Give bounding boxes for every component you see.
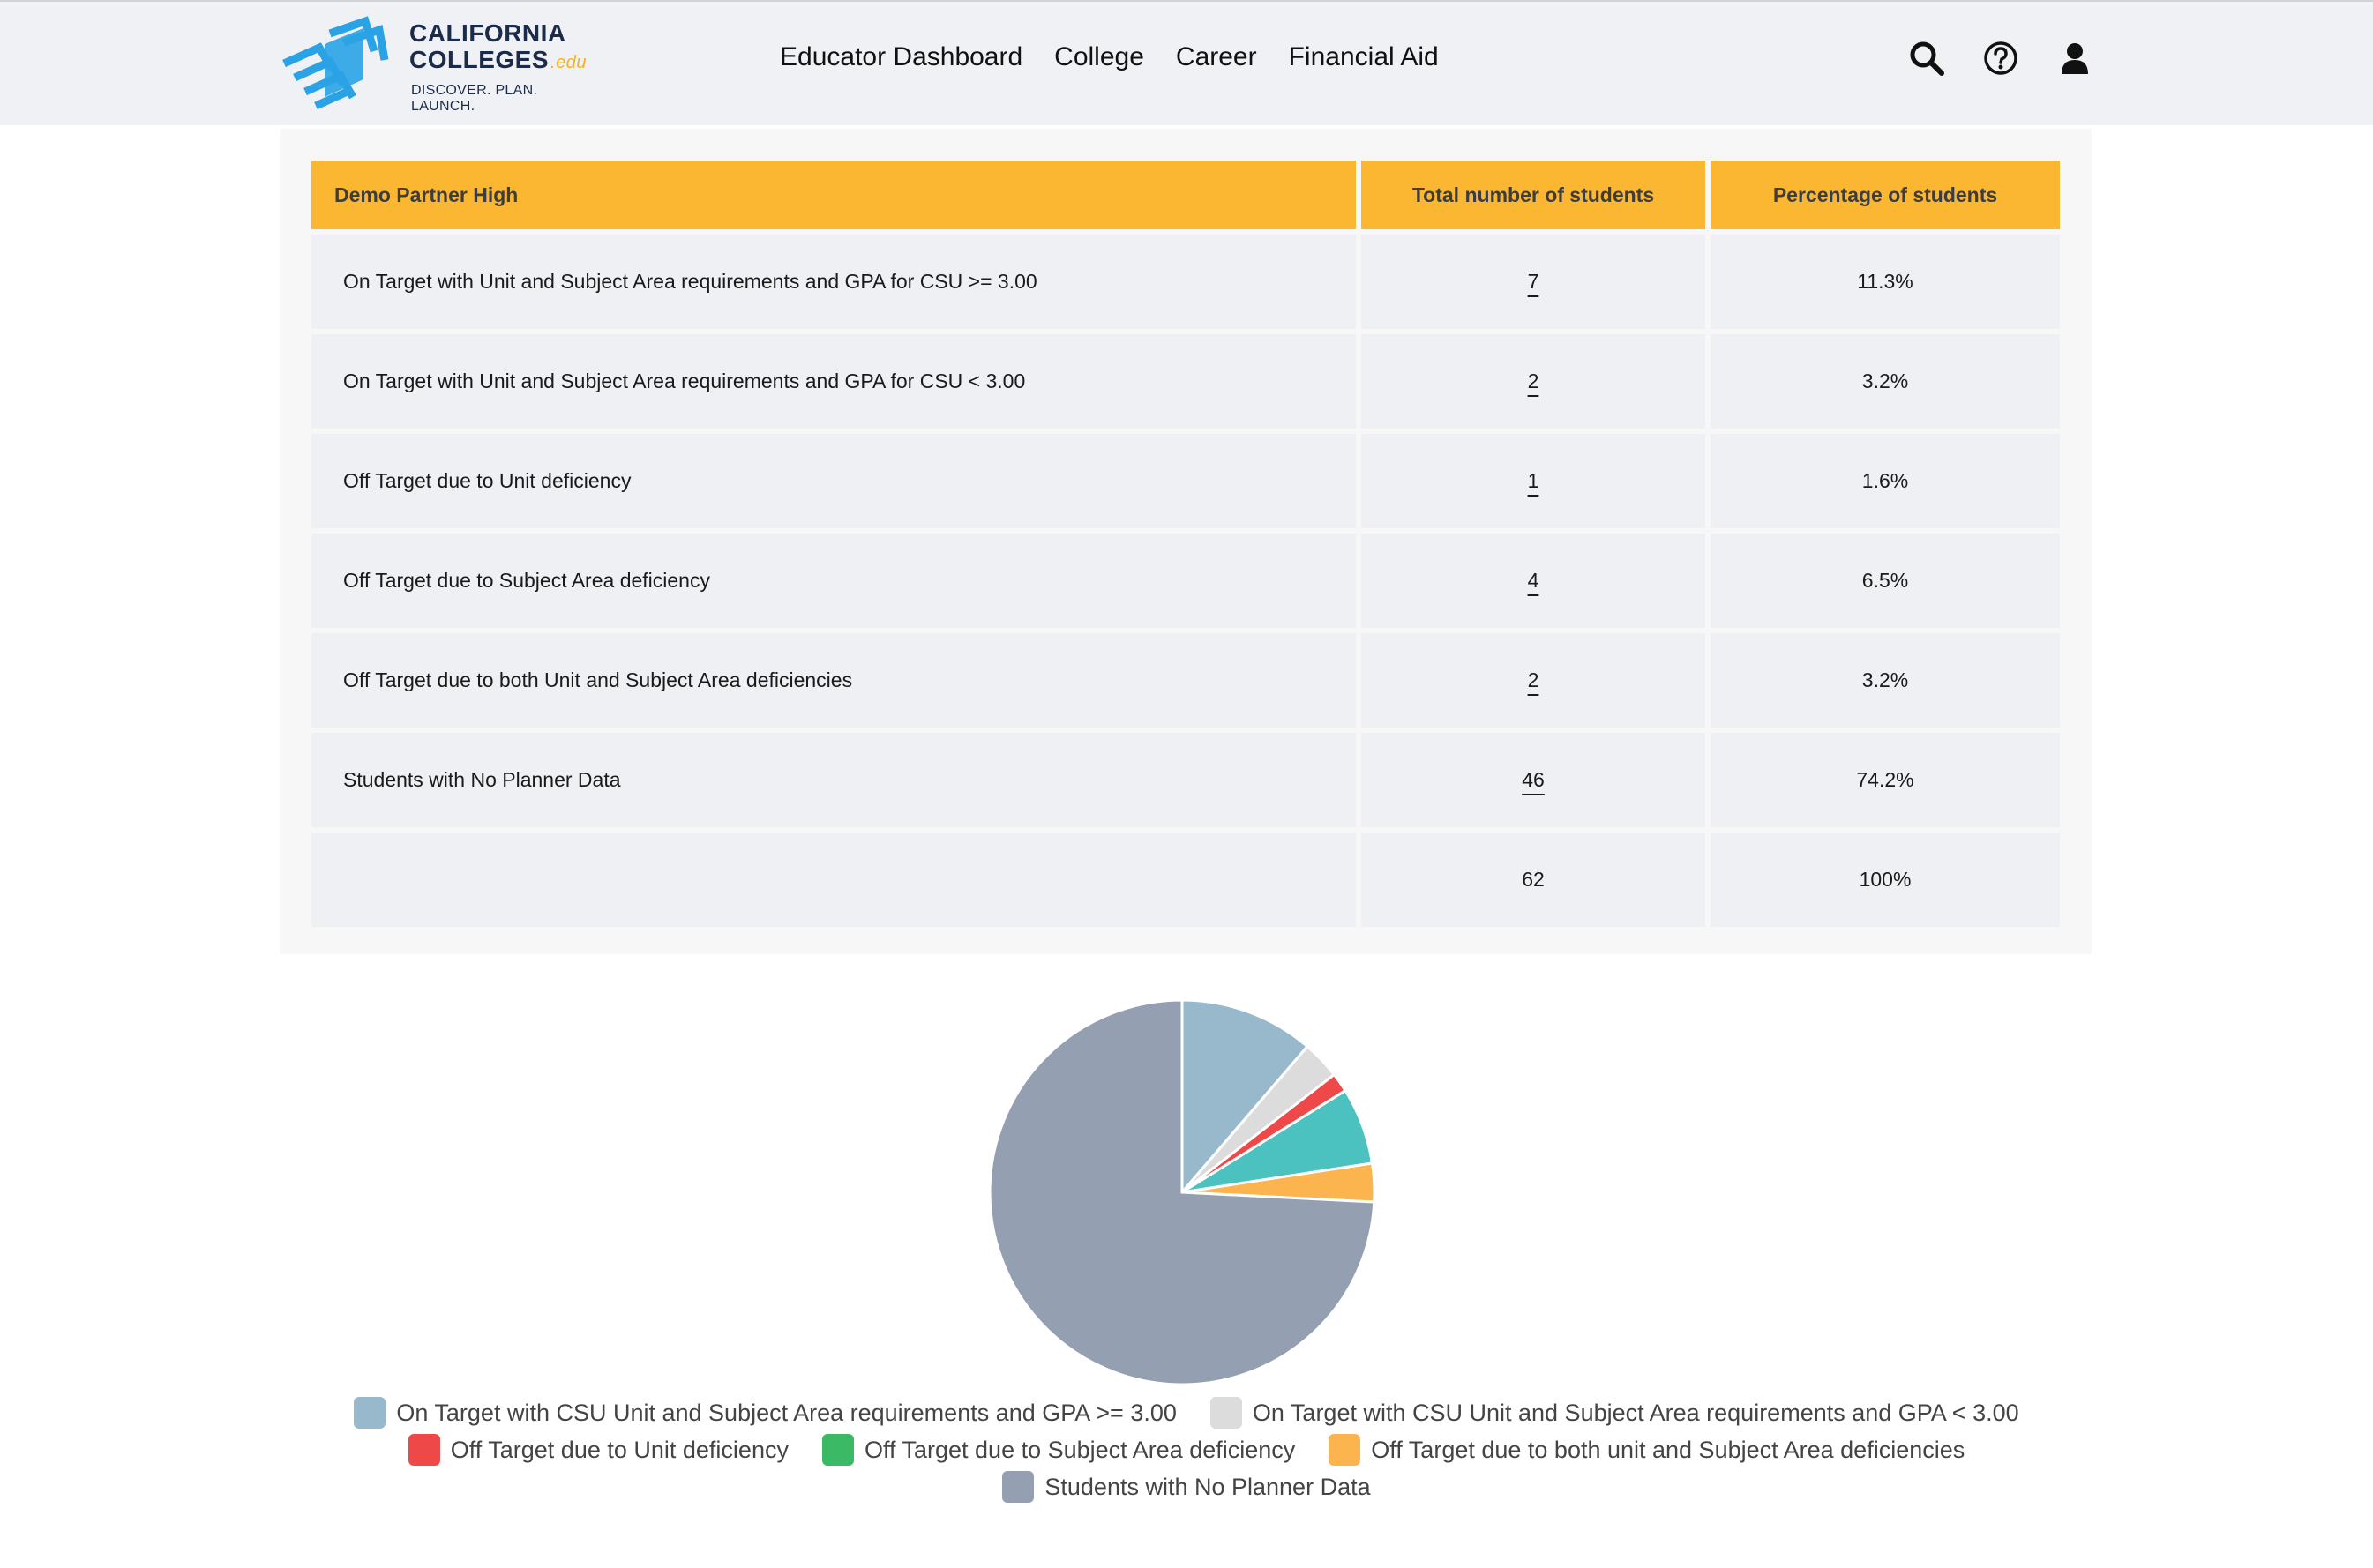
legend-label: On Target with CSU Unit and Subject Area…	[1252, 1399, 2019, 1426]
logo-tagline: DISCOVER. PLAN. LAUNCH.	[411, 83, 538, 114]
table-row: Off Target due to Unit deficiency 1 1.6%	[311, 434, 2060, 528]
logo-text-edu: .edu	[550, 53, 587, 72]
table-row: Off Target due to Subject Area deficienc…	[311, 534, 2060, 628]
row-count-link[interactable]: 7	[1527, 270, 1539, 293]
legend-row: On Target with CSU Unit and Subject Area…	[354, 1397, 2019, 1429]
header-icons	[1909, 41, 2092, 76]
row-count-cell: 2	[1361, 633, 1705, 728]
report-table: Demo Partner High Total number of studen…	[306, 155, 2065, 932]
legend-label: Students with No Planner Data	[1044, 1473, 1371, 1500]
row-count-link[interactable]: 1	[1527, 469, 1539, 492]
row-label: On Target with Unit and Subject Area req…	[311, 235, 1356, 329]
search-icon[interactable]	[1909, 41, 1944, 76]
total-percent: 100%	[1711, 833, 2060, 927]
logo-text-colleges-word: COLLEGES	[409, 46, 550, 73]
california-colleges-logo[interactable]: CALIFORNIA COLLEGES .edu DISCOVER. PLAN. …	[279, 16, 596, 114]
row-percent: 1.6%	[1711, 434, 2060, 528]
nav-college[interactable]: College	[1054, 42, 1144, 71]
pie-slice-0[interactable]	[1180, 998, 1310, 1197]
row-percent: 6.5%	[1711, 534, 2060, 628]
legend-swatch	[1329, 1434, 1361, 1466]
legend-item-3[interactable]: Off Target due to Subject Area deficienc…	[821, 1434, 1296, 1466]
logo-text-california: CALIFORNIA	[409, 19, 566, 47]
legend-label: Off Target due to both unit and Subject …	[1371, 1436, 1965, 1463]
row-count-cell: 46	[1361, 733, 1705, 827]
table-row: On Target with Unit and Subject Area req…	[311, 334, 2060, 429]
report-card: Demo Partner High Total number of studen…	[280, 129, 2092, 954]
row-label: Students with No Planner Data	[311, 733, 1356, 827]
row-percent: 3.2%	[1711, 633, 2060, 728]
chart-legend: On Target with CSU Unit and Subject Area…	[265, 1397, 2108, 1503]
row-count-link[interactable]: 4	[1527, 569, 1539, 592]
total-count: 62	[1361, 833, 1705, 927]
row-count-link[interactable]: 46	[1522, 768, 1545, 791]
legend-swatch	[1209, 1397, 1242, 1429]
row-count-cell: 2	[1361, 334, 1705, 429]
legend-swatch	[408, 1434, 440, 1466]
table-row: Students with No Planner Data 46 74.2%	[311, 733, 2060, 827]
legend-row: Students with No Planner Data	[1002, 1471, 1371, 1503]
legend-swatch	[354, 1397, 386, 1429]
legend-row: Off Target due to Unit deficiency Off Tar…	[408, 1434, 1965, 1466]
top-header: CALIFORNIA COLLEGES .edu DISCOVER. PLAN. …	[0, 0, 2373, 125]
pie-chart	[988, 998, 1376, 1386]
row-count-link[interactable]: 2	[1527, 668, 1539, 691]
help-icon[interactable]	[1983, 41, 2018, 76]
row-count-cell: 1	[1361, 434, 1705, 528]
pie-slice-5[interactable]	[988, 998, 1376, 1386]
legend-label: On Target with CSU Unit and Subject Area…	[396, 1399, 1177, 1426]
legend-item-1[interactable]: On Target with CSU Unit and Subject Area…	[1209, 1397, 2019, 1429]
header-total-students: Total number of students	[1361, 161, 1705, 229]
nav-educator-dashboard[interactable]: Educator Dashboard	[780, 42, 1023, 71]
row-label: Off Target due to Subject Area deficienc…	[311, 534, 1356, 628]
legend-item-0[interactable]: On Target with CSU Unit and Subject Area…	[354, 1397, 1177, 1429]
total-label	[311, 833, 1356, 927]
table-total-row: 62 100%	[311, 833, 2060, 927]
legend-item-5[interactable]: Students with No Planner Data	[1002, 1471, 1371, 1503]
header-percentage: Percentage of students	[1711, 161, 2060, 229]
main-nav: Educator Dashboard College Career Financ…	[780, 42, 1439, 72]
row-count-cell: 7	[1361, 235, 1705, 329]
legend-swatch	[1002, 1471, 1035, 1503]
row-label: Off Target due to both Unit and Subject …	[311, 633, 1356, 728]
nav-financial-aid[interactable]: Financial Aid	[1288, 42, 1439, 71]
table-row: Off Target due to both Unit and Subject …	[311, 633, 2060, 728]
row-count-link[interactable]: 2	[1527, 370, 1539, 392]
legend-item-2[interactable]: Off Target due to Unit deficiency	[408, 1434, 789, 1466]
row-percent: 74.2%	[1711, 733, 2060, 827]
logo-text-colleges: COLLEGES .edu	[409, 46, 587, 74]
legend-swatch	[821, 1434, 854, 1466]
nav-career[interactable]: Career	[1175, 42, 1257, 71]
row-label: Off Target due to Unit deficiency	[311, 434, 1356, 528]
legend-label: Off Target due to Subject Area deficienc…	[864, 1436, 1296, 1463]
table-row: On Target with Unit and Subject Area req…	[311, 235, 2060, 329]
row-count-cell: 4	[1361, 534, 1705, 628]
legend-item-4[interactable]: Off Target due to both unit and Subject …	[1329, 1434, 1965, 1466]
table-header-row: Demo Partner High Total number of studen…	[311, 161, 2060, 229]
row-percent: 3.2%	[1711, 334, 2060, 429]
user-icon[interactable]	[2057, 41, 2092, 76]
logo-mark-icon	[282, 16, 389, 110]
legend-label: Off Target due to Unit deficiency	[450, 1436, 789, 1463]
header-school-name: Demo Partner High	[311, 161, 1356, 229]
row-label: On Target with Unit and Subject Area req…	[311, 334, 1356, 429]
row-percent: 11.3%	[1711, 235, 2060, 329]
